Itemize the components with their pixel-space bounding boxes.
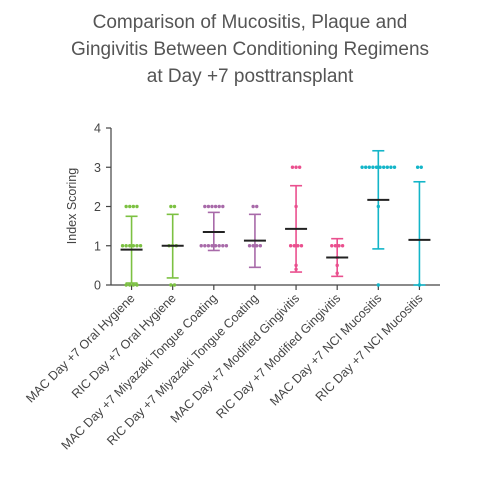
data-point (206, 244, 211, 248)
data-point (199, 244, 203, 248)
data-point (247, 244, 252, 248)
data-point (340, 244, 345, 248)
data-point (255, 204, 259, 209)
data-point (131, 283, 136, 287)
y-tick-label: 1 (94, 239, 101, 253)
data-point (364, 165, 368, 169)
data-group (285, 165, 308, 273)
y-tick-label: 4 (94, 122, 101, 136)
data-point (128, 204, 132, 209)
data-point (224, 244, 229, 248)
data-point (330, 244, 334, 248)
data-point (210, 244, 214, 248)
data-group (120, 204, 143, 287)
data-point (294, 263, 298, 268)
data-point (296, 244, 300, 248)
data-point (297, 165, 302, 169)
data-group (161, 204, 184, 287)
data-point (169, 204, 173, 209)
data-point (169, 283, 173, 287)
data-point (335, 271, 339, 275)
data-point (376, 283, 381, 287)
x-category-label: MAC Day +7 Miyazaki Tongue Coating (59, 291, 220, 452)
data-point (172, 204, 177, 209)
data-group (360, 149, 397, 287)
data-point (385, 165, 390, 169)
data-point (294, 204, 298, 209)
chart-title-line: Gingivitis Between Conditioning Regimens (71, 39, 429, 60)
data-point (217, 244, 221, 248)
data-point (120, 244, 125, 248)
data-point (135, 283, 139, 287)
data-point (221, 204, 225, 209)
data-point (213, 204, 218, 209)
data-point (172, 283, 177, 287)
data-point (206, 204, 211, 209)
data-point (124, 204, 128, 209)
data-point (333, 244, 338, 248)
data-point (382, 165, 386, 169)
y-tick-label: 0 (94, 279, 101, 293)
data-point (299, 244, 304, 248)
data-point (221, 244, 225, 248)
data-point (292, 244, 296, 248)
data-point (203, 244, 207, 248)
chart-title: Comparison of Mucositis, Plaque and Ging… (71, 12, 429, 87)
data-point (251, 244, 255, 248)
y-axis-label: Index Scoring (65, 168, 79, 244)
data-point (335, 263, 339, 268)
data-point (367, 165, 372, 169)
y-axis: 0 1 2 3 4 (94, 122, 112, 293)
y-tick-label: 2 (94, 200, 101, 214)
data-point (255, 244, 259, 248)
data-point (124, 283, 128, 287)
data-point (135, 204, 139, 209)
data-point (210, 204, 214, 209)
data-point (376, 204, 381, 209)
chart-title-line: Comparison of Mucositis, Plaque and (93, 12, 408, 33)
data-point (131, 204, 136, 209)
data-group (199, 204, 229, 252)
data-point (337, 244, 341, 248)
data-point (378, 165, 382, 169)
data-point (417, 283, 422, 287)
plot-area (120, 149, 431, 287)
data-group (408, 165, 431, 287)
data-point (360, 165, 364, 169)
data-point (415, 165, 420, 169)
data-point (374, 165, 379, 169)
data-point (131, 244, 136, 248)
chart-title-line: at Day +7 posttransplant (147, 66, 354, 87)
data-point (371, 165, 375, 169)
data-point (128, 283, 132, 287)
data-group (243, 204, 266, 269)
data-point (203, 204, 207, 209)
data-point (389, 165, 393, 169)
data-point (135, 244, 139, 248)
data-point (294, 267, 298, 271)
data-point (124, 244, 128, 248)
data-point (251, 204, 255, 209)
data-point (258, 244, 263, 248)
data-point (213, 244, 218, 248)
data-point (128, 244, 132, 248)
data-point (138, 244, 143, 248)
y-tick-label: 3 (94, 161, 101, 175)
data-point (217, 204, 221, 209)
data-group (326, 237, 349, 278)
x-category-label: RIC Day +7 Miyazaki Tongue Coating (104, 291, 261, 448)
data-point (392, 165, 397, 169)
data-point (290, 165, 295, 169)
data-point (419, 165, 423, 169)
data-point (294, 165, 298, 169)
data-point (288, 244, 293, 248)
